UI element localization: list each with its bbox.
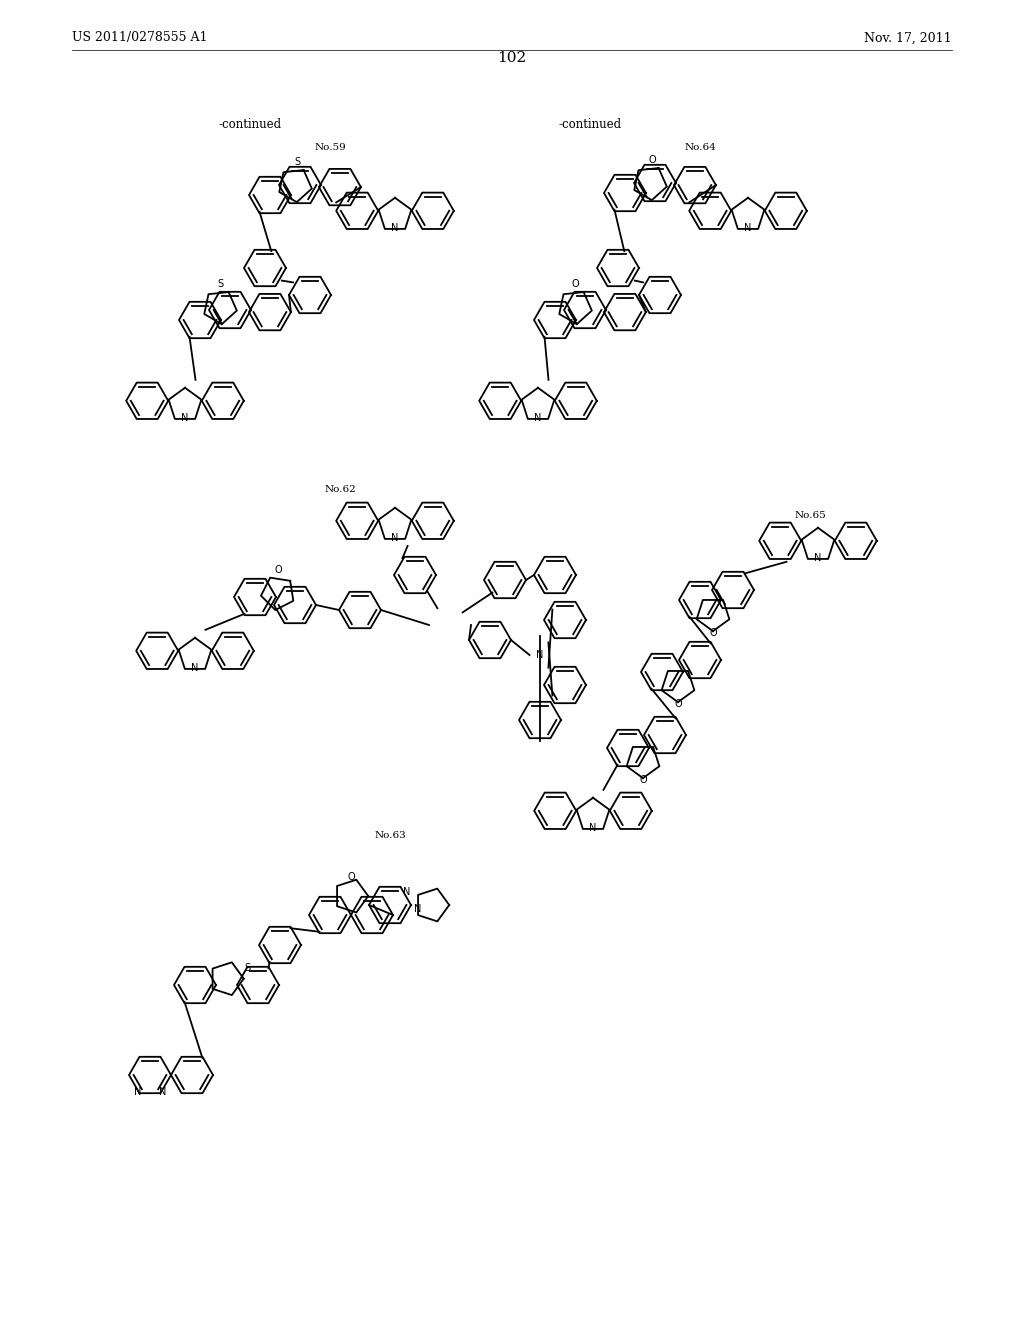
- Text: S: S: [245, 964, 251, 973]
- Text: N: N: [391, 532, 398, 543]
- Text: No.59: No.59: [314, 144, 346, 153]
- Text: N: N: [181, 413, 188, 422]
- Text: US 2011/0278555 A1: US 2011/0278555 A1: [72, 32, 208, 45]
- Text: O: O: [674, 698, 682, 709]
- Text: N: N: [191, 663, 199, 673]
- Text: N: N: [535, 413, 542, 422]
- Text: N: N: [814, 553, 821, 562]
- Text: N: N: [744, 223, 752, 232]
- Text: 102: 102: [498, 51, 526, 65]
- Text: O: O: [648, 154, 655, 165]
- Text: -continued: -continued: [558, 119, 622, 132]
- Text: O: O: [571, 279, 579, 289]
- Text: No.64: No.64: [684, 144, 716, 153]
- Text: O: O: [639, 775, 647, 785]
- Text: No.62: No.62: [325, 486, 356, 495]
- Text: O: O: [347, 873, 354, 882]
- Text: N: N: [159, 1086, 166, 1097]
- Text: -continued: -continued: [218, 119, 282, 132]
- Text: Nov. 17, 2011: Nov. 17, 2011: [864, 32, 952, 45]
- Text: No.65: No.65: [795, 511, 826, 520]
- Text: N: N: [537, 649, 544, 660]
- Text: N: N: [391, 223, 398, 232]
- Text: O: O: [274, 565, 282, 576]
- Text: S: S: [217, 279, 223, 289]
- Text: No.63: No.63: [374, 830, 406, 840]
- Text: N: N: [414, 904, 421, 915]
- Text: N: N: [590, 822, 597, 833]
- Text: N: N: [403, 887, 411, 898]
- Text: N: N: [134, 1086, 141, 1097]
- Text: S: S: [294, 157, 300, 166]
- Text: O: O: [710, 628, 717, 638]
